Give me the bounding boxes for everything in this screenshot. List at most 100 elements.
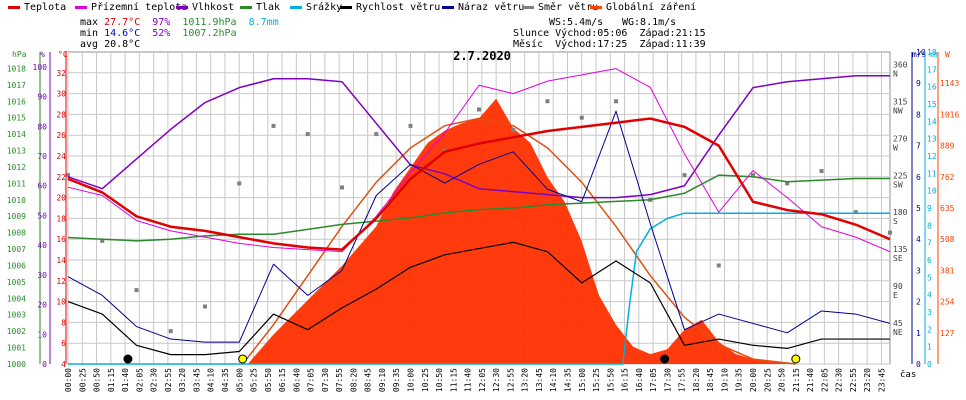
direction-tick-label: W	[893, 143, 898, 152]
solar-area	[247, 98, 796, 365]
humidity-tick-label: 40	[37, 241, 47, 250]
x-tick-label: 06:15	[278, 368, 287, 392]
x-tick-label: 19:35	[735, 368, 744, 392]
series-lines	[66, 68, 892, 365]
pressure-tick-label: 1013	[7, 147, 26, 156]
stats-max-press: 1011.9hPa	[182, 17, 237, 28]
rain-tick-label: 18	[927, 48, 937, 57]
x-tick-label: 18:45	[706, 368, 715, 392]
pressure-tick-label: 1018	[7, 64, 26, 73]
pressure-tick-label: 1006	[7, 261, 26, 270]
direction-tick-value: 315	[893, 97, 908, 106]
humidity-tick-label: 80	[37, 122, 47, 131]
temperature-tick-label: 30	[56, 90, 66, 99]
legend-swatch	[240, 5, 252, 9]
wind-direction-point	[237, 181, 242, 186]
pressure-tick-label: 1016	[7, 97, 26, 106]
humidity-tick-label: 10	[37, 330, 47, 339]
wind-direction-point	[751, 173, 755, 178]
x-tick-label: 03:45	[192, 368, 201, 392]
legend-swatch	[340, 5, 352, 9]
wind-tick-label: 1	[916, 329, 921, 338]
wind-direction-point	[305, 132, 310, 137]
wind-direction-point	[716, 263, 721, 268]
humidity-axis-label: %	[40, 50, 45, 59]
wind-gust-line	[67, 110, 891, 343]
legend-swatch	[8, 5, 20, 9]
legend-item-smer-vetru: Směr větru	[522, 2, 598, 13]
x-tick-label: 08:20	[349, 368, 358, 392]
wind-direction-point	[271, 123, 276, 128]
pressure-tick-label: 1009	[7, 212, 26, 221]
wind-axis-label: m/s	[912, 50, 927, 59]
rain-tick-label: 2	[927, 325, 932, 334]
rain-tick-label: 3	[927, 308, 932, 317]
direction-tick-value: 270	[893, 134, 908, 143]
stats-max-temp: 27.7°C	[104, 17, 141, 28]
direction-tick-label: SW	[893, 180, 903, 189]
x-tick-label: 15:50	[606, 368, 615, 392]
x-tick-label: 10:50	[435, 368, 444, 392]
temperature-tick-label: 20	[56, 194, 66, 203]
humidity-tick-label: 50	[37, 211, 47, 220]
x-tick-label: 01:40	[121, 368, 130, 392]
direction-tick-value: 45	[893, 319, 903, 328]
legend-label: Přízemní teplota	[91, 2, 188, 13]
stats-avg-temp: 20.8°C	[104, 39, 141, 50]
temperature-tick-label: 18	[56, 214, 66, 223]
solar-tick-label: 254	[940, 298, 955, 307]
rain-tick-label: 1	[927, 343, 932, 352]
temperature-tick-label: 22	[56, 173, 66, 182]
rain-tick-label: 11	[927, 169, 937, 178]
solar-tick-label: 762	[940, 173, 955, 182]
x-tick-label: 00:50	[93, 368, 102, 392]
stats-min-row: min 14.6°C 52% 1007.2hPa	[80, 28, 237, 39]
humidity-tick-label: 0	[42, 360, 47, 369]
wind-direction-point	[682, 173, 687, 178]
wind-tick-label: 6	[916, 173, 921, 182]
wind-direction-point	[819, 169, 824, 174]
x-tick-label: 02:55	[164, 368, 173, 392]
legend-label: Rychlost větru	[356, 2, 441, 13]
wind-direction-point	[579, 115, 584, 120]
wind-tick-label: 2	[916, 298, 921, 307]
pressure-tick-label: 1003	[7, 311, 26, 320]
x-tick-label: 02:05	[135, 368, 144, 392]
wind-direction-point	[511, 128, 516, 132]
pressure-tick-label: 1017	[7, 81, 26, 90]
temperature-tick-label: 10	[56, 298, 66, 307]
solar-tick-label: 381	[940, 266, 955, 275]
x-tick-label: 21:15	[792, 368, 801, 392]
pressure-tick-label: 1000	[7, 360, 26, 369]
rain-tick-label: 7	[927, 239, 932, 248]
direction-tick-value: 180	[893, 208, 908, 217]
x-tick-label: 00:25	[78, 368, 87, 392]
solar-tick-label: 1016	[940, 110, 959, 119]
temperature-tick-label: 6	[61, 339, 66, 348]
rain-tick-label: 14	[927, 117, 937, 126]
x-tick-label: 17:30	[663, 368, 672, 392]
stats-wg: WG:8.1m/s	[622, 17, 677, 28]
x-tick-label: 16:40	[635, 368, 644, 392]
x-tick-label: 16:15	[621, 368, 630, 392]
sun-rise: Východ:05:06	[555, 28, 628, 39]
x-tick-label: 20:25	[763, 368, 772, 392]
legend-swatch	[522, 5, 534, 9]
x-tick-label: 12:30	[492, 368, 501, 392]
direction-tick-value: 135	[893, 245, 908, 254]
pressure-axis-label: hPa	[12, 50, 27, 59]
temperature-tick-label: 24	[56, 152, 66, 161]
temperature-tick-label: 26	[56, 131, 66, 140]
wind-direction-point	[888, 230, 892, 235]
stats-max-rain: 8.7mm	[248, 17, 279, 28]
wind-tick-label: 8	[916, 110, 921, 119]
x-tick-label: 11:40	[464, 368, 473, 392]
chart-axes: 00:00 00:25 00:50 01:15 01:40 02:05 02:30 02:55…	[7, 48, 960, 392]
moon-rise-marker	[660, 354, 670, 364]
humidity-line	[67, 75, 890, 199]
wind-direction-point	[134, 288, 139, 293]
x-tick-label: 14:10	[549, 368, 558, 392]
rain-tick-label: 10	[927, 187, 937, 196]
x-tick-label: 13:20	[521, 368, 530, 392]
x-tick-label: 15:25	[592, 368, 601, 392]
